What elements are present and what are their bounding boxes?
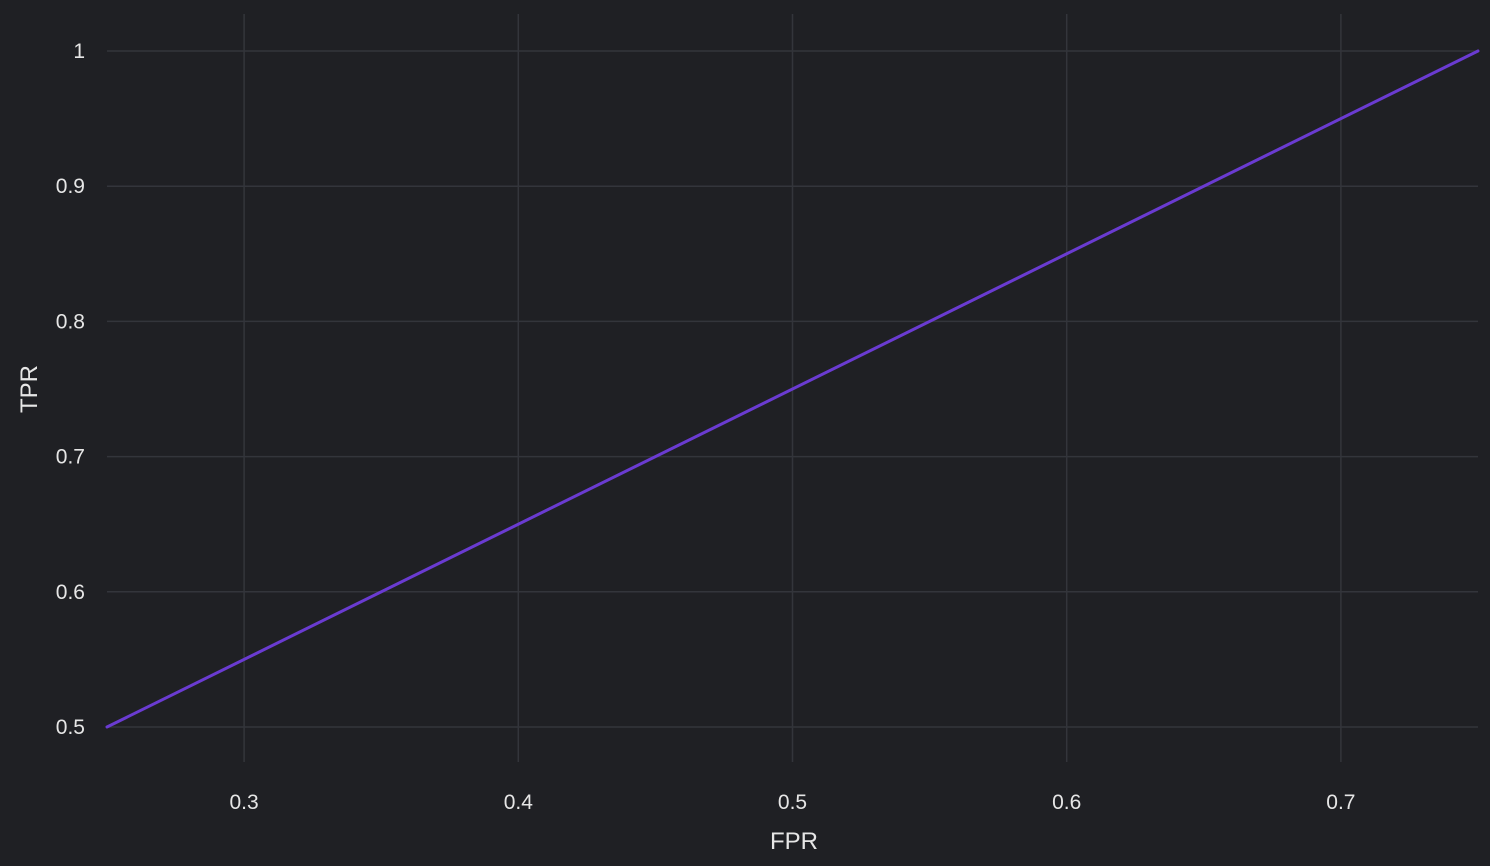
x-axis-ticks: 0.3 0.4 0.5 0.6 0.7 (229, 791, 1355, 814)
x-tick-label: 0.4 (504, 791, 534, 814)
x-tick-label: 0.3 (229, 791, 258, 814)
y-tick-label: 1 (73, 40, 85, 63)
y-axis-ticks: 0.5 0.6 0.7 0.8 0.9 1 (56, 40, 85, 739)
series-line (105, 49, 1480, 729)
y-tick-label: 0.8 (56, 310, 85, 333)
y-tick-label: 0.9 (56, 175, 85, 198)
x-tick-label: 0.7 (1326, 791, 1355, 814)
x-axis-label: FPR (770, 828, 818, 855)
grid-layer (107, 14, 1478, 762)
y-tick-label: 0.7 (56, 446, 85, 469)
x-tick-label: 0.5 (778, 791, 807, 814)
x-tick-label: 0.6 (1052, 791, 1081, 814)
y-tick-label: 0.5 (56, 716, 85, 739)
y-axis-label: TPR (16, 365, 43, 413)
series-layer (105, 49, 1480, 729)
y-tick-label: 0.6 (56, 581, 85, 604)
